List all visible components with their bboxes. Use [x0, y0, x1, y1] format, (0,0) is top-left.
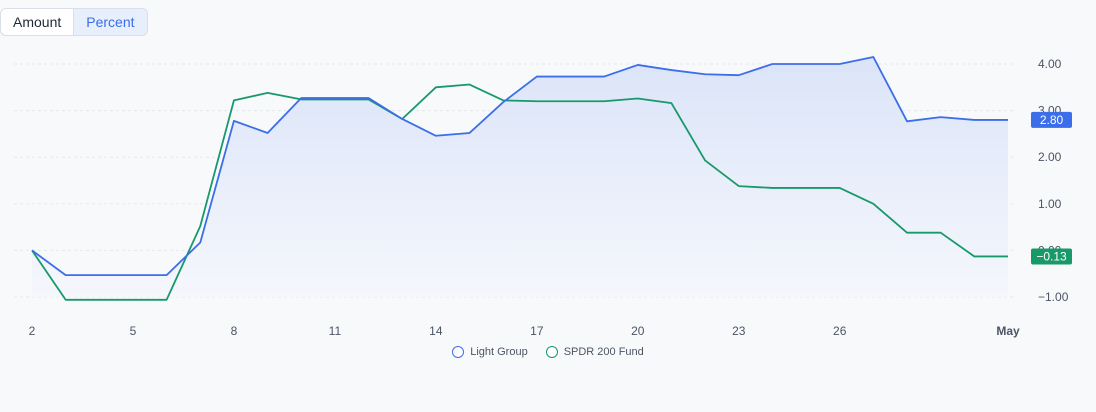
view-toggle: Amount Percent [0, 8, 148, 36]
x-tick-label: 17 [530, 324, 544, 338]
x-tick-label: 11 [329, 324, 342, 338]
x-tick-label: 20 [631, 324, 645, 338]
legend-label-spdr-200-fund: SPDR 200 Fund [563, 346, 644, 358]
y-tick-label: 4.00 [1038, 57, 1062, 71]
y-tick-label: 2.00 [1038, 150, 1062, 164]
light-group-line [31, 56, 1008, 276]
x-tick-label: 23 [732, 324, 746, 338]
y-tick-label: −1.00 [1038, 290, 1069, 304]
last-value-badges: 2.80 −0.13 [1031, 111, 1072, 265]
legend-item-light-group[interactable]: Light Group [452, 346, 528, 358]
area-fill [32, 57, 1008, 298]
y-tick-label: 1.00 [1038, 197, 1062, 211]
light-group-area [32, 57, 1008, 298]
legend-swatch-light-group-icon [452, 346, 465, 358]
chart-legend: Light Group SPDR 200 Fund [0, 346, 1096, 358]
light-group-last-value-badge: 2.80 [1031, 111, 1072, 128]
x-tick-label: 2 [29, 324, 36, 338]
last-value-label: 2.80 [1040, 113, 1064, 127]
spdr-200-fund-line [31, 83, 1008, 301]
legend-swatch-spdr-200-fund-icon [545, 346, 558, 358]
x-tick-label: 14 [429, 324, 443, 338]
amount-toggle-button[interactable]: Amount [13, 14, 62, 30]
spdr-200-fund-last-value-badge: −0.13 [1031, 248, 1072, 265]
series-lines [31, 56, 1008, 301]
x-tick-label: 26 [833, 324, 847, 338]
x-tick-label: May [996, 324, 1020, 338]
x-tick-label: 5 [130, 324, 137, 338]
legend-label-light-group: Light Group [470, 346, 528, 358]
percent-toggle-button[interactable]: Percent [73, 9, 147, 35]
y-axis-ticks: −1.000.001.002.003.004.00 [1038, 57, 1069, 304]
legend-item-spdr-200-fund[interactable]: SPDR 200 Fund [545, 346, 644, 358]
x-axis-ticks: 2 5 8 11 14 17 20 23 26 May [29, 324, 1020, 338]
last-value-label: −0.13 [1036, 249, 1067, 263]
x-tick-label: 8 [231, 324, 238, 338]
